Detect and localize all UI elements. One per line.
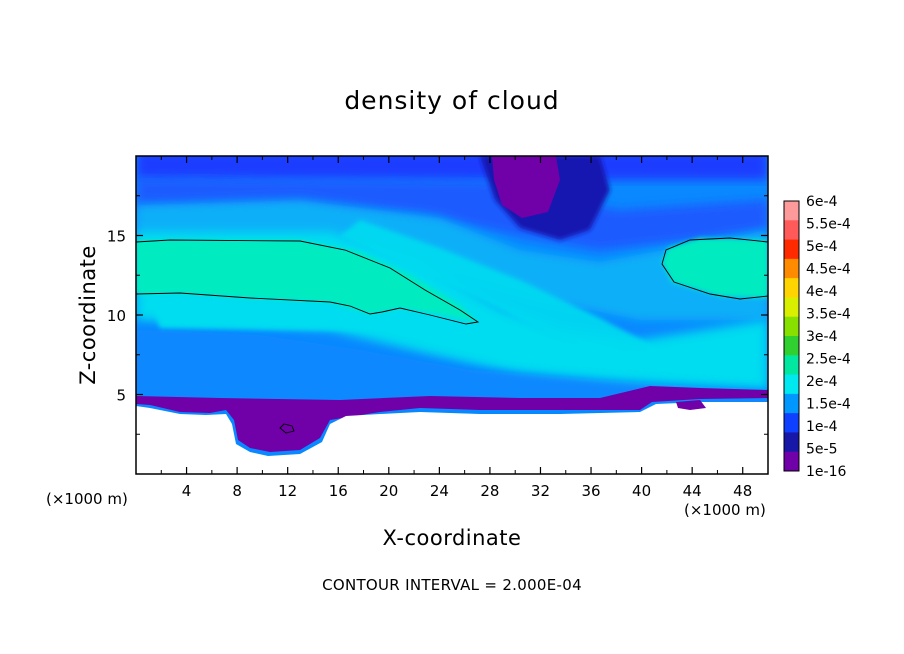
colorbar-swatch (784, 413, 799, 433)
x-tick-label: 24 (430, 482, 449, 500)
colorbar-label: 1e-16 (806, 464, 846, 480)
field-top-band (136, 156, 768, 180)
density-field (136, 156, 768, 474)
field-mid-azure (136, 330, 768, 410)
colorbar-label: 1e-4 (806, 419, 838, 435)
cloud-base-purple (136, 386, 768, 452)
core-left (136, 240, 478, 322)
x-unit-label: (×1000 m) (684, 501, 766, 519)
x-tick-label: 28 (480, 482, 499, 500)
colorbar-label: 2.5e-4 (806, 352, 851, 368)
colorbar-label: 3.5e-4 (806, 307, 851, 323)
contour-bubble (279, 423, 295, 434)
y-tick-label: 5 (116, 387, 126, 405)
x-tick-label: 36 (581, 482, 600, 500)
colorbar-swatch (784, 258, 799, 279)
z-unit-label: (×1000 m) (46, 490, 128, 508)
colorbar-swatch (784, 239, 799, 260)
diagonal-streak (340, 220, 660, 360)
x-tick-label: 48 (733, 482, 752, 500)
x-tick-label: 32 (531, 482, 550, 500)
contour-left (136, 239, 480, 325)
colorbar-swatch (784, 316, 799, 337)
colorbar-swatch (784, 355, 799, 376)
x-axis-label: X-coordinate (382, 526, 522, 550)
colorbar-swatch (784, 374, 799, 395)
colorbar-swatch (784, 297, 799, 318)
plume-purple (492, 156, 560, 218)
contour-right (661, 237, 768, 300)
chart-title: density of cloud (344, 86, 560, 115)
x-tick-label: 4 (182, 482, 192, 500)
colorbar-label: 5e-4 (806, 239, 838, 255)
colorbar-swatch (784, 432, 799, 453)
x-tick-label: 16 (329, 482, 348, 500)
y-axis-label: Z-coordinate (76, 245, 100, 385)
colorbar-swatch (784, 393, 799, 414)
colorbar-label: 2e-4 (806, 374, 838, 390)
colorbar-swatch (784, 278, 799, 298)
x-tick-label: 8 (232, 482, 242, 500)
contour-interval-note: CONTOUR INTERVAL = 2.000E-04 (322, 576, 582, 594)
colorbar-label: 5e-5 (806, 442, 837, 458)
x-tick-label: 40 (632, 482, 651, 500)
patch-small (676, 400, 706, 410)
x-tick-label: 44 (683, 482, 702, 500)
clear-air (136, 402, 768, 474)
x-tick-label: 12 (278, 482, 297, 500)
y-tick-label: 10 (107, 307, 126, 325)
colorbar-swatch (784, 451, 799, 472)
colorbar-label: 6e-4 (806, 194, 838, 210)
x-axis: 4 8 12 16 20 24 28 32 36 40 44 48 (160, 156, 752, 500)
core-right (662, 238, 768, 298)
colorbar-swatch (784, 201, 799, 221)
colorbar-frame (783, 200, 800, 472)
x-tick-label: 20 (379, 482, 398, 500)
colorbar: 6e-4 5.5e-4 5e-4 4.5e-4 4e-4 3.5e-4 3e-4 2.5e-4… (783, 194, 851, 480)
colorbar-label: 4e-4 (806, 284, 838, 300)
colorbar-label: 1.5e-4 (806, 397, 851, 413)
colorbar-swatch (784, 336, 799, 356)
colorbar-label: 3e-4 (806, 329, 838, 345)
field-upper-band (136, 178, 768, 250)
colorbar-label: 4.5e-4 (806, 262, 851, 278)
y-tick-label: 15 (107, 228, 126, 246)
colorbar-label: 5.5e-4 (806, 217, 851, 233)
field-lower-teal (150, 300, 470, 332)
colorbar-swatch (784, 220, 799, 241)
y-axis: 5 10 15 (107, 195, 768, 435)
